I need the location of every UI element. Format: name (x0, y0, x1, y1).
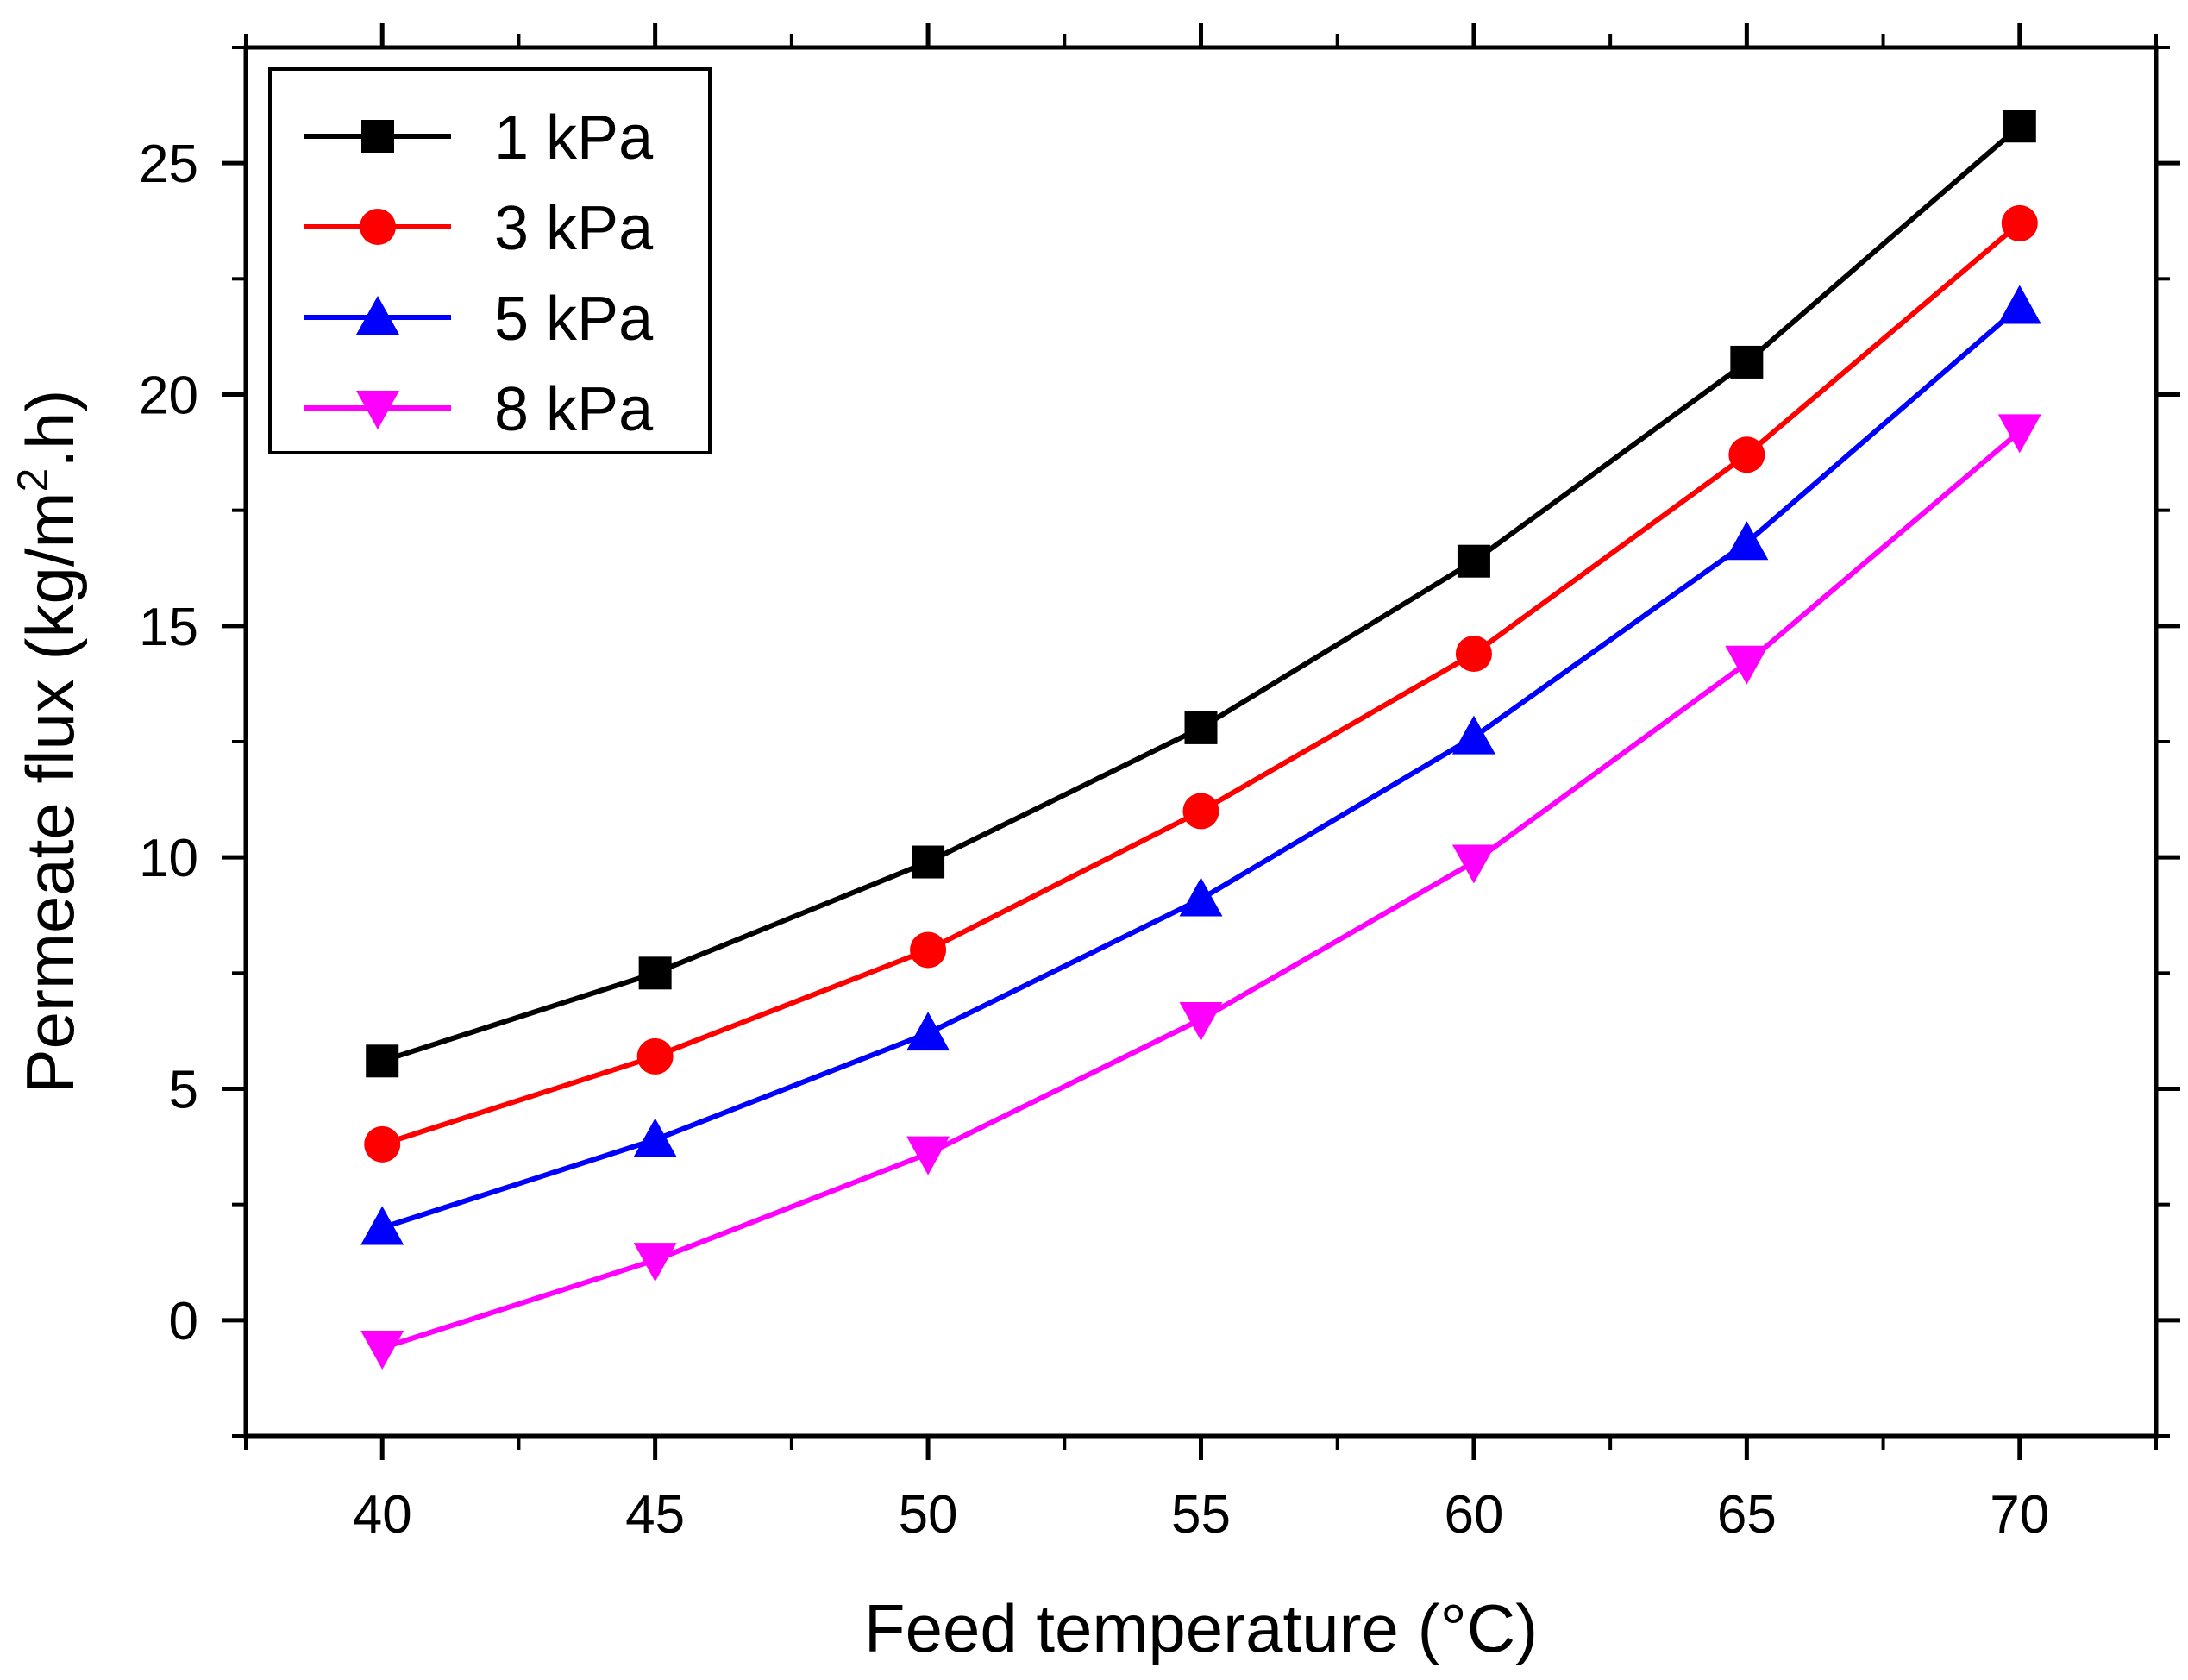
x-tick-label: 65 (1717, 1485, 1777, 1545)
legend-label: 5 kPa (494, 285, 654, 354)
series-1-kpa (366, 110, 2036, 1078)
legend-box (268, 67, 712, 454)
legend-label: 8 kPa (494, 375, 654, 444)
legend-marker (360, 209, 396, 245)
y-axis-title: Permeate flux (kg/m2.h) (9, 390, 88, 1094)
y-tick-label: 5 (169, 1061, 198, 1120)
data-point (2003, 110, 2036, 143)
y-axis-title-main: Permeate flux (kg/m (12, 492, 88, 1094)
data-point (633, 1118, 677, 1157)
data-point (1455, 636, 1492, 673)
x-tick-label: 50 (899, 1485, 958, 1545)
axis-ticks: 40 45 50 55 60 65 70 0 5 10 15 20 25 (139, 23, 2180, 1545)
y-axis-title-superscript: 2 (9, 468, 57, 492)
legend-entry: 3 kPa (304, 194, 654, 263)
data-point (1997, 414, 2041, 454)
data-point (2001, 204, 2038, 241)
data-point (906, 1136, 950, 1175)
y-axis-title-tail: .h) (12, 390, 88, 468)
data-point (1182, 793, 1219, 830)
data-point (638, 956, 672, 990)
legend-marker (356, 296, 399, 335)
legend-label: 3 kPa (494, 194, 654, 263)
data-point (360, 1206, 404, 1245)
y-tick-label: 15 (139, 598, 198, 657)
data-point (1997, 285, 2041, 324)
data-point (636, 1037, 674, 1075)
data-point (364, 1125, 401, 1163)
series-8-kpa (360, 414, 2041, 1370)
legend-entry: 1 kPa (304, 103, 654, 172)
data-point (1730, 345, 1764, 379)
y-tick-label: 20 (139, 367, 198, 426)
legend-entry: 8 kPa (304, 375, 654, 444)
legend-label: 1 kPa (494, 103, 654, 172)
data-point (906, 1012, 950, 1051)
series-layer (360, 110, 2041, 1370)
data-point (1725, 521, 1769, 561)
x-axis-title: Feed temperature (°C) (864, 1590, 1538, 1666)
data-point (910, 931, 947, 969)
series-5-kpa (360, 285, 2041, 1245)
series-3-kpa (364, 204, 2038, 1163)
x-tick-label: 60 (1444, 1485, 1503, 1545)
legend-marker (356, 391, 399, 429)
x-tick-label: 70 (1990, 1485, 2049, 1545)
legend-marker (361, 120, 394, 153)
x-tick-label: 55 (1171, 1485, 1231, 1545)
data-point (366, 1044, 399, 1078)
data-point (1451, 715, 1495, 755)
data-point (912, 845, 945, 879)
data-point (633, 1243, 677, 1282)
y-tick-label: 25 (139, 135, 198, 194)
legend: 1 kPa 3 kPa 5 kPa 8 kPa (268, 67, 712, 454)
data-point (1728, 436, 1765, 473)
x-tick-label: 45 (625, 1485, 685, 1545)
data-point (1457, 544, 1490, 578)
data-point (1179, 877, 1223, 917)
y-tick-label: 10 (139, 829, 198, 888)
y-tick-label: 0 (169, 1292, 198, 1351)
data-point (1179, 1002, 1223, 1041)
data-point (1184, 711, 1218, 744)
legend-entry: 5 kPa (304, 285, 654, 354)
x-tick-label: 40 (353, 1485, 412, 1545)
data-point (1725, 645, 1769, 685)
data-point (1451, 844, 1495, 884)
data-point (360, 1331, 404, 1370)
